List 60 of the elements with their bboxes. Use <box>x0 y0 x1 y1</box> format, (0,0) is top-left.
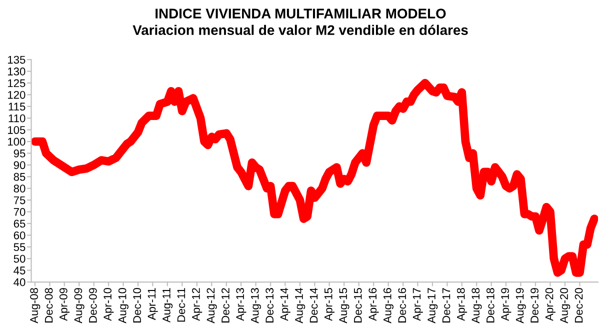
x-tick-label: Aug-08 <box>30 288 40 324</box>
y-tick-label: 135 <box>8 56 26 64</box>
x-tick-label: Dec-08 <box>44 288 53 322</box>
x-tick-label: Aug-10 <box>118 288 128 324</box>
x-tick-label: Aug-09 <box>74 288 84 324</box>
x-tick-label: Aug-19 <box>516 288 526 324</box>
x-tick-label: Dec-17 <box>442 288 450 322</box>
x-tick-label: Apr-10 <box>104 288 114 321</box>
y-tick-label: 60 <box>14 231 26 240</box>
x-tick-label: Apr-12 <box>192 288 202 321</box>
x-tick-label: Dec-10 <box>133 288 142 322</box>
y-tick-label: 80 <box>14 184 26 192</box>
x-tick-label: Aug-17 <box>428 288 438 324</box>
y-tick-label: 110 <box>8 114 26 122</box>
y-tick-label: 70 <box>14 208 26 216</box>
x-tick-label: Aug-16 <box>383 288 394 324</box>
y-tick-label: 45 <box>14 266 26 274</box>
x-tick-label: Aug-11 <box>162 288 173 323</box>
chart-subtitle: Variacion mensual de valor M2 vendible en dólares <box>132 24 468 36</box>
x-tick-label: Apr-20 <box>545 288 556 321</box>
x-tick-label: Aug-15 <box>339 288 350 324</box>
y-tick-label: 120 <box>8 90 26 99</box>
y-tick-label: 100 <box>8 138 26 146</box>
x-tick-label: Dec-15 <box>354 288 362 322</box>
x-tick-label: Apr-16 <box>368 288 379 321</box>
y-tick-label: 105 <box>8 126 26 134</box>
x-tick-label: Dec-14 <box>310 288 318 322</box>
x-tick-label: Aug-20 <box>560 288 570 324</box>
x-tick-label: Apr-14 <box>280 288 290 321</box>
x-tick-label: Apr-13 <box>236 288 246 321</box>
x-tick-label: Aug-13 <box>250 288 261 324</box>
x-tick-label: Aug-14 <box>295 288 306 324</box>
y-tick-label: 90 <box>14 161 26 170</box>
y-tick-label: 95 <box>14 150 26 158</box>
y-tick-label: 130 <box>8 68 26 76</box>
x-tick-label: Apr-19 <box>501 288 512 321</box>
x-tick-label: Dec-13 <box>266 288 274 322</box>
y-tick-label: 125 <box>8 79 26 88</box>
y-tick-label: 55 <box>14 243 26 252</box>
x-tick-label: Aug-18 <box>472 288 482 324</box>
y-tick-label: 40 <box>14 278 26 286</box>
y-tick-label: 65 <box>14 220 26 228</box>
x-tick-label: Dec-18 <box>486 288 494 322</box>
y-tick-label: 50 <box>14 254 26 263</box>
x-tick-label: Dec-16 <box>398 288 406 322</box>
chart-title: INDICE VIVIENDA MULTIFAMILIAR MODELO <box>156 8 446 18</box>
x-tick-label: Apr-17 <box>412 288 423 321</box>
x-tick-label: Apr-11 <box>148 288 158 320</box>
x-tick-label: Aug-12 <box>206 288 217 324</box>
x-tick-label: Dec-12 <box>222 288 230 322</box>
x-tick-label: Apr-18 <box>456 288 468 321</box>
x-tick-label: Dec-20 <box>574 288 583 322</box>
x-tick-label: Apr-15 <box>324 288 334 321</box>
x-tick-label: Apr-09 <box>60 288 70 321</box>
x-tick-label: Dec-19 <box>530 288 538 322</box>
x-tick-label: Dec-11 <box>177 288 186 322</box>
y-tick-label: 85 <box>14 172 26 181</box>
y-tick-label: 115 <box>8 102 26 111</box>
y-tick-label: 75 <box>14 196 26 204</box>
x-tick-label: Dec-09 <box>89 288 97 322</box>
